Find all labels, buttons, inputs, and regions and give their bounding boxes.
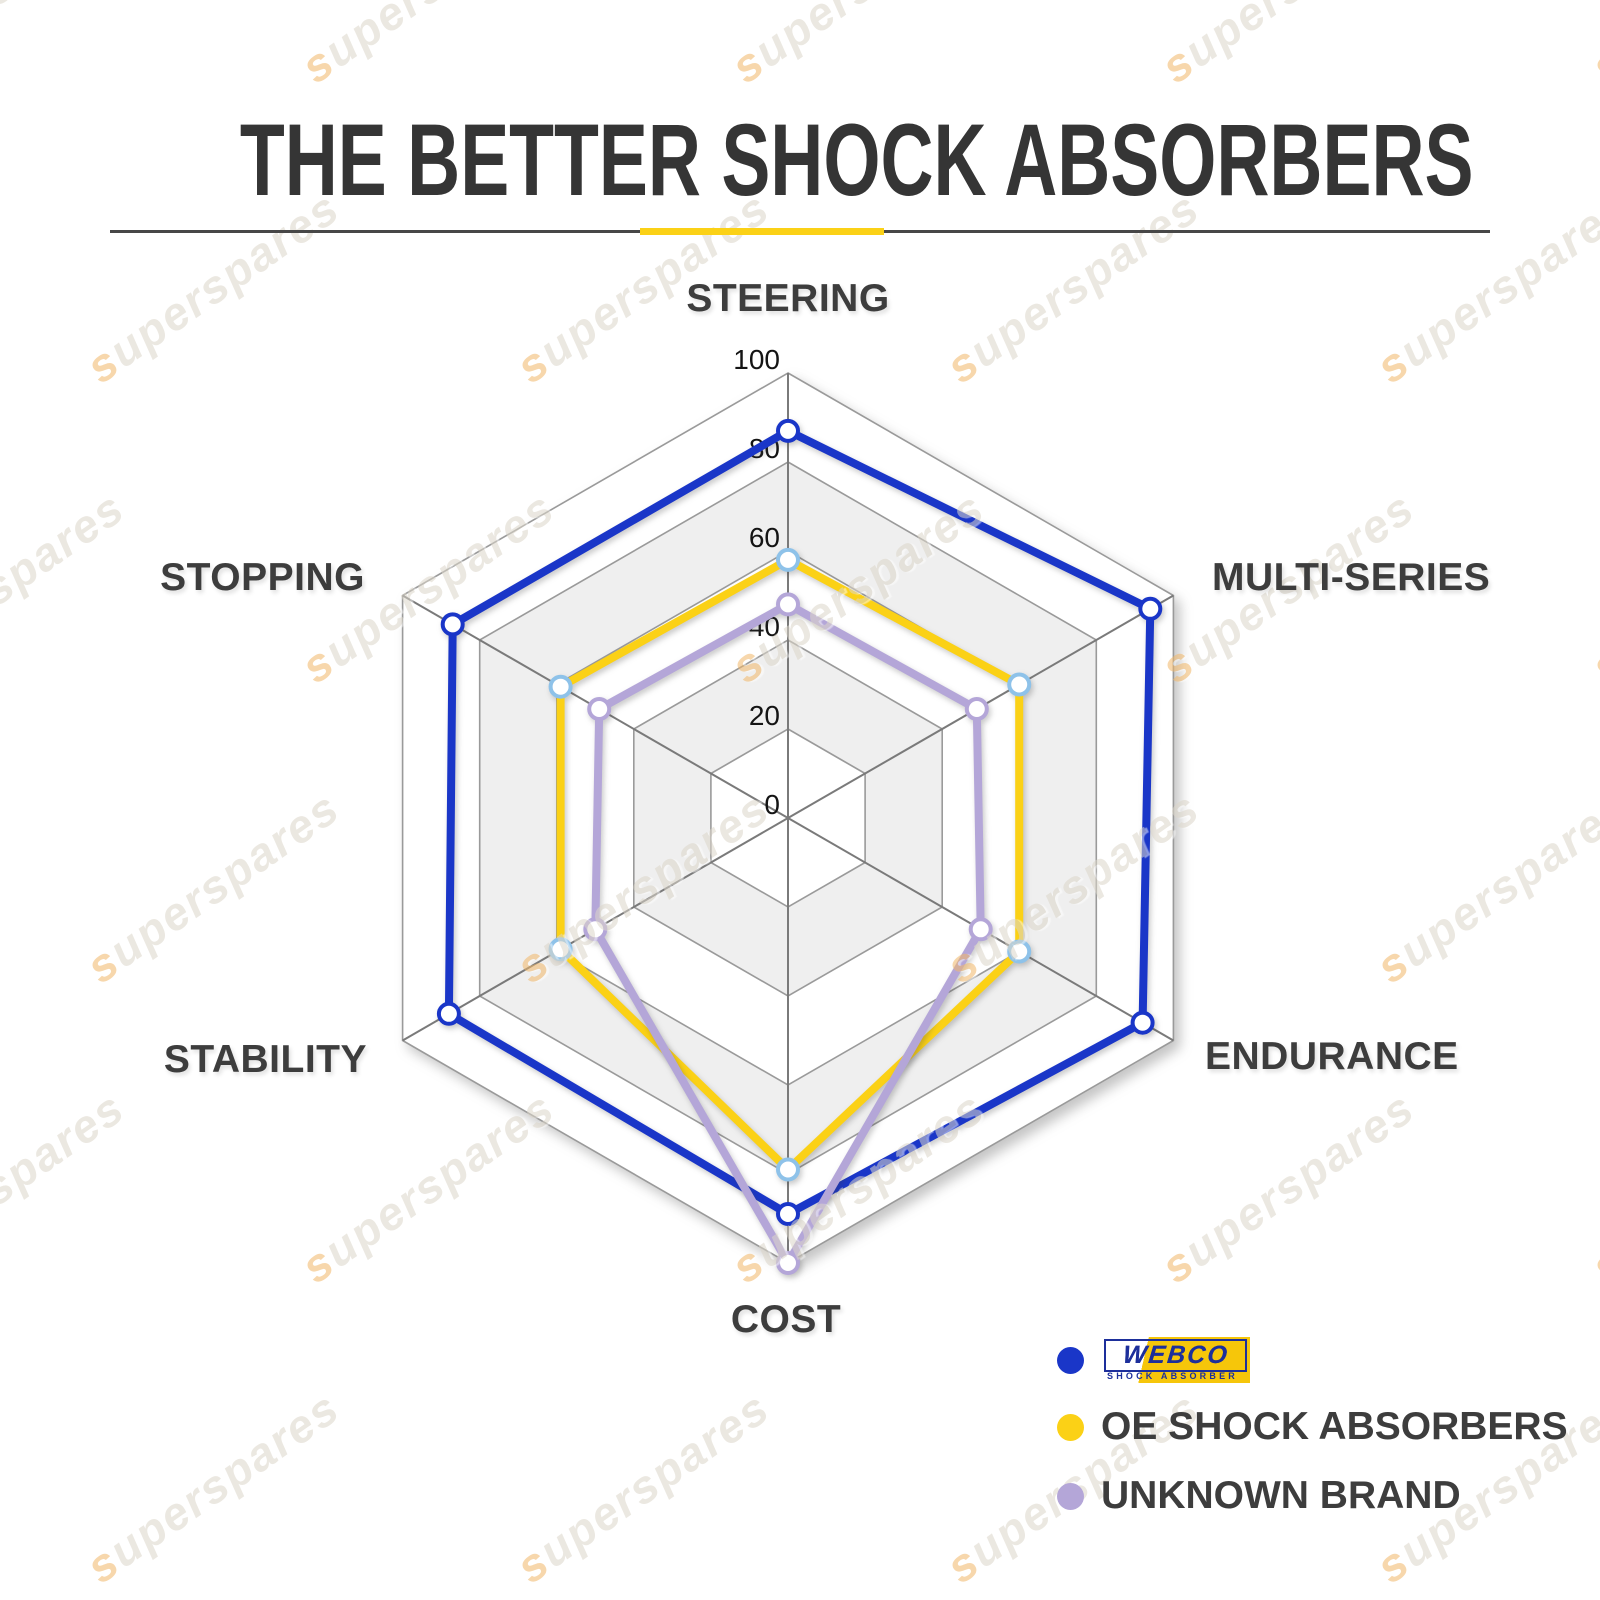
data-point-oe-shock-absorbers-5 <box>548 674 573 699</box>
series-oe-shock-absorbers <box>548 547 1032 1182</box>
data-point-webco-0 <box>776 418 800 443</box>
data-point-unknown-brand-0 <box>776 592 800 617</box>
data-point-oe-shock-absorbers-4 <box>548 937 573 962</box>
legend-dot-webco <box>1057 1346 1084 1374</box>
legend-label-oe: OE SHOCK ABSORBERS <box>1101 1405 1568 1448</box>
data-point-oe-shock-absorbers-1 <box>1007 672 1032 697</box>
data-point-oe-shock-absorbers-3 <box>776 1157 800 1182</box>
legend-item-oe: OE SHOCK ABSORBERS <box>1057 1403 1568 1451</box>
data-point-webco-4 <box>436 1001 461 1026</box>
data-point-unknown-brand-3 <box>776 1251 800 1275</box>
tick-label-60: 60 <box>749 522 780 553</box>
data-point-webco-3 <box>776 1202 800 1226</box>
legend-item-webco: WEBCO SHOCK ABSORBER <box>1057 1337 1250 1383</box>
axis-label-multi-series: MULTI-SERIES <box>1212 556 1491 599</box>
series-webco <box>436 418 1163 1226</box>
axis-label-stopping: STOPPING <box>160 556 365 599</box>
axis-label-stability: STABILITY <box>163 1038 367 1081</box>
axis-label-endurance: ENDURANCE <box>1205 1035 1459 1078</box>
tick-label-0: 0 <box>764 789 780 820</box>
legend-item-unknown: UNKNOWN BRAND <box>1057 1472 1461 1520</box>
webco-logo-box: WEBCO <box>1104 1339 1247 1372</box>
webco-logo-subtitle: SHOCK ABSORBER <box>1107 1371 1238 1381</box>
legend-dot-oe <box>1057 1413 1084 1441</box>
data-point-unknown-brand-4 <box>583 917 608 942</box>
data-point-oe-shock-absorbers-0 <box>776 547 800 572</box>
tick-label-100: 100 <box>733 344 780 375</box>
data-point-webco-5 <box>440 612 465 637</box>
header: THE BETTER SHOCK ABSORBERS <box>0 108 1600 212</box>
legend-label-unknown: UNKNOWN BRAND <box>1101 1474 1461 1517</box>
series-unknown-brand <box>583 592 993 1275</box>
data-point-webco-2 <box>1130 1010 1155 1035</box>
data-point-unknown-brand-1 <box>964 697 989 721</box>
webco-logo: WEBCO SHOCK ABSORBER <box>1101 1337 1250 1383</box>
legend-dot-unknown <box>1057 1482 1084 1510</box>
data-point-webco-1 <box>1138 596 1163 621</box>
title-divider-accent <box>640 228 884 235</box>
tick-label-20: 20 <box>749 700 780 731</box>
page-title: THE BETTER SHOCK ABSORBERS <box>239 103 1474 217</box>
webco-logo-text: WEBCO <box>1121 1341 1230 1369</box>
axis-label-steering: STEERING <box>686 277 890 320</box>
data-point-oe-shock-absorbers-2 <box>1007 939 1032 964</box>
data-point-unknown-brand-2 <box>968 917 993 942</box>
title-divider <box>110 228 1490 235</box>
axis-label-cost: COST <box>730 1298 842 1341</box>
data-point-unknown-brand-5 <box>587 697 612 721</box>
